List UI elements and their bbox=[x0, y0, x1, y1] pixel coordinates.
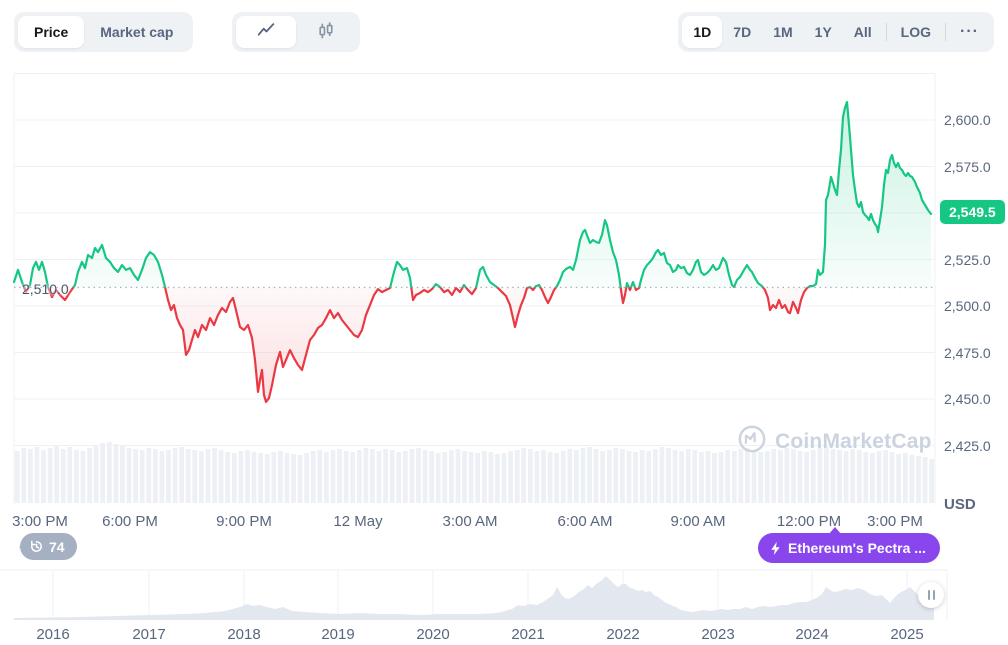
range-1m-button[interactable]: 1M bbox=[762, 16, 803, 48]
event-annotation-badge[interactable]: Ethereum's Pectra ... bbox=[758, 527, 940, 563]
range-1d-button[interactable]: 1D bbox=[682, 16, 723, 48]
y-axis-label: 2,525.0 bbox=[944, 251, 991, 268]
x-axis-label: 3:00 PM bbox=[867, 513, 923, 530]
y-axis-label: 2,600.0 bbox=[944, 112, 991, 128]
minimap-scrubber[interactable] bbox=[14, 570, 935, 620]
toolbar-divider bbox=[885, 23, 887, 41]
year-label: 2020 bbox=[416, 626, 450, 643]
x-axis-label: 6:00 AM bbox=[557, 513, 613, 530]
chart-type-toggle bbox=[232, 12, 360, 52]
lightning-icon bbox=[769, 541, 782, 556]
log-scale-button[interactable]: LOG bbox=[890, 16, 942, 48]
x-axis-label: 9:00 PM bbox=[216, 513, 272, 530]
range-toggle: 1D 7D 1M 1Y All LOG ··· bbox=[678, 12, 994, 52]
x-axis-label: 6:00 PM bbox=[102, 513, 158, 530]
baseline-price-label: 2,510.0 bbox=[22, 281, 69, 297]
coinmarketcap-logo-icon bbox=[737, 424, 767, 459]
range-7d-button[interactable]: 7D bbox=[722, 16, 762, 48]
year-label: 2024 bbox=[795, 626, 829, 643]
market-cap-tab[interactable]: Market cap bbox=[84, 16, 189, 48]
year-label: 2018 bbox=[227, 626, 261, 643]
y-axis-label: 2,425.0 bbox=[944, 437, 991, 454]
scrubber-handle[interactable] bbox=[918, 582, 944, 608]
range-1y-button[interactable]: 1Y bbox=[804, 16, 843, 48]
metric-toggle: Price Market cap bbox=[14, 12, 194, 52]
currency-label: USD bbox=[944, 496, 976, 513]
line-chart-type-button[interactable] bbox=[236, 16, 296, 48]
y-axis-label: 2,450.0 bbox=[944, 391, 991, 407]
event-badge-pointer bbox=[828, 520, 842, 535]
history-annotations-badge[interactable]: 74 bbox=[19, 533, 77, 560]
event-label: Ethereum's Pectra ... bbox=[788, 540, 926, 556]
history-clock-icon bbox=[29, 539, 44, 554]
history-count: 74 bbox=[49, 538, 65, 555]
y-axis-label: 2,500.0 bbox=[944, 298, 991, 314]
x-axis-label: 3:00 PM bbox=[12, 513, 68, 530]
price-tab[interactable]: Price bbox=[18, 16, 85, 48]
x-axis-label: 12:00 PM bbox=[776, 513, 842, 530]
toolbar-divider bbox=[945, 23, 947, 41]
current-price-badge: 2,549.5 bbox=[940, 200, 1005, 224]
year-label: 2022 bbox=[606, 626, 640, 643]
year-label: 2021 bbox=[511, 626, 545, 643]
y-axis-label: 2,575.0 bbox=[944, 158, 991, 175]
watermark-text: CoinMarketCap bbox=[775, 429, 932, 453]
candlestick-chart-type-button[interactable] bbox=[296, 16, 356, 48]
year-label: 2017 bbox=[132, 626, 166, 643]
y-axis-label: 2,475.0 bbox=[944, 344, 991, 361]
year-label: 2016 bbox=[36, 626, 70, 643]
watermark: CoinMarketCap bbox=[737, 424, 932, 459]
year-label: 2025 bbox=[890, 626, 924, 643]
more-options-button[interactable]: ··· bbox=[949, 16, 990, 48]
x-axis-label: 3:00 AM bbox=[442, 513, 498, 530]
line-chart-icon bbox=[255, 20, 277, 45]
x-axis-label: 12 May bbox=[333, 513, 383, 530]
x-axis-label: 9:00 AM bbox=[670, 513, 726, 530]
range-all-button[interactable]: All bbox=[843, 16, 883, 48]
candlestick-icon bbox=[315, 20, 337, 45]
year-label: 2019 bbox=[321, 626, 355, 643]
year-label: 2023 bbox=[701, 626, 735, 643]
